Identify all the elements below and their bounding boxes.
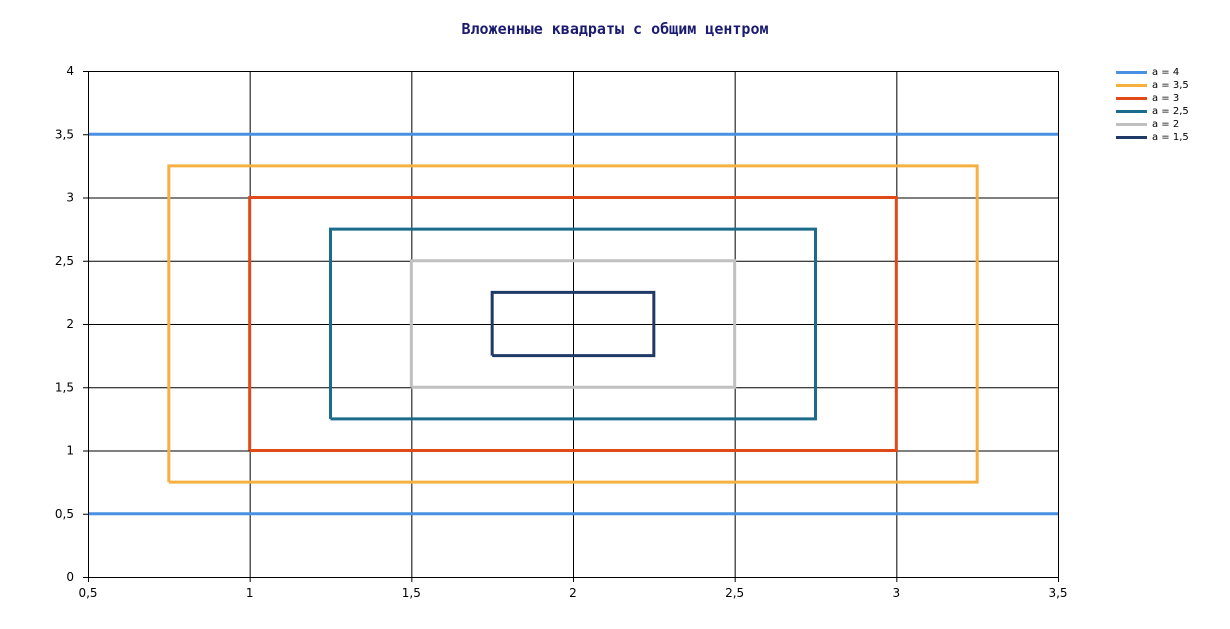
tick-labels: 0,5 1 1,5 2 2,5 3 3,5 0 0,5 1 1,5 2 2,5 3 3,5 4 <box>55 64 1068 600</box>
legend-swatch <box>1116 83 1147 87</box>
series-line-1 <box>88 132 1058 516</box>
x-tick-label: 0,5 <box>78 586 97 600</box>
legend-label: a = 1,5 <box>1152 131 1189 143</box>
legend-swatch <box>1116 96 1147 100</box>
y-tick-label: 0,5 <box>55 507 74 521</box>
x-tick-label: 1,5 <box>402 586 421 600</box>
y-tick-label: 3,5 <box>55 127 74 141</box>
legend-label: a = 2 <box>1152 118 1180 130</box>
x-tick-label: 2 <box>569 586 577 600</box>
series-line-5 <box>409 259 737 389</box>
x-tick-label: 3,5 <box>1048 586 1067 600</box>
y-tick-label: 1 <box>66 444 74 458</box>
series-line-4 <box>329 227 817 421</box>
series-line-3 <box>248 196 898 452</box>
legend-label: a = 2,5 <box>1152 105 1189 117</box>
legend-item: a = 3 <box>1116 92 1189 104</box>
legend-swatch <box>1116 70 1147 74</box>
axes <box>83 71 1059 582</box>
x-tick-label: 2,5 <box>725 586 744 600</box>
x-tick-label: 1 <box>246 586 254 600</box>
legend-item: a = 3,5 <box>1116 79 1189 91</box>
series-line-2 <box>167 164 979 484</box>
legend-label: a = 3 <box>1152 92 1180 104</box>
y-tick-label: 3 <box>66 191 74 205</box>
y-tick-label: 2,5 <box>55 254 74 268</box>
legend-item: a = 4 <box>1116 66 1189 78</box>
chart-title: Вложенные квадраты с общим центром <box>461 20 769 38</box>
series-layer <box>88 132 1058 516</box>
legend-item: a = 2,5 <box>1116 105 1189 117</box>
y-tick-label: 1,5 <box>55 380 74 394</box>
legend-label: a = 3,5 <box>1152 79 1189 91</box>
series-line-6 <box>490 290 656 358</box>
y-tick-label: 2 <box>66 317 74 331</box>
legend-swatch <box>1116 109 1147 113</box>
legend-item: a = 2 <box>1116 118 1189 130</box>
legend-swatch <box>1116 135 1147 139</box>
legend-swatch <box>1116 122 1147 126</box>
legend-item: a = 1,5 <box>1116 131 1189 143</box>
legend-label: a = 4 <box>1152 66 1180 78</box>
y-tick-label: 0 <box>66 570 74 584</box>
x-tick-label: 3 <box>893 586 901 600</box>
grid-lines <box>88 71 1059 577</box>
y-tick-label: 4 <box>66 64 74 78</box>
